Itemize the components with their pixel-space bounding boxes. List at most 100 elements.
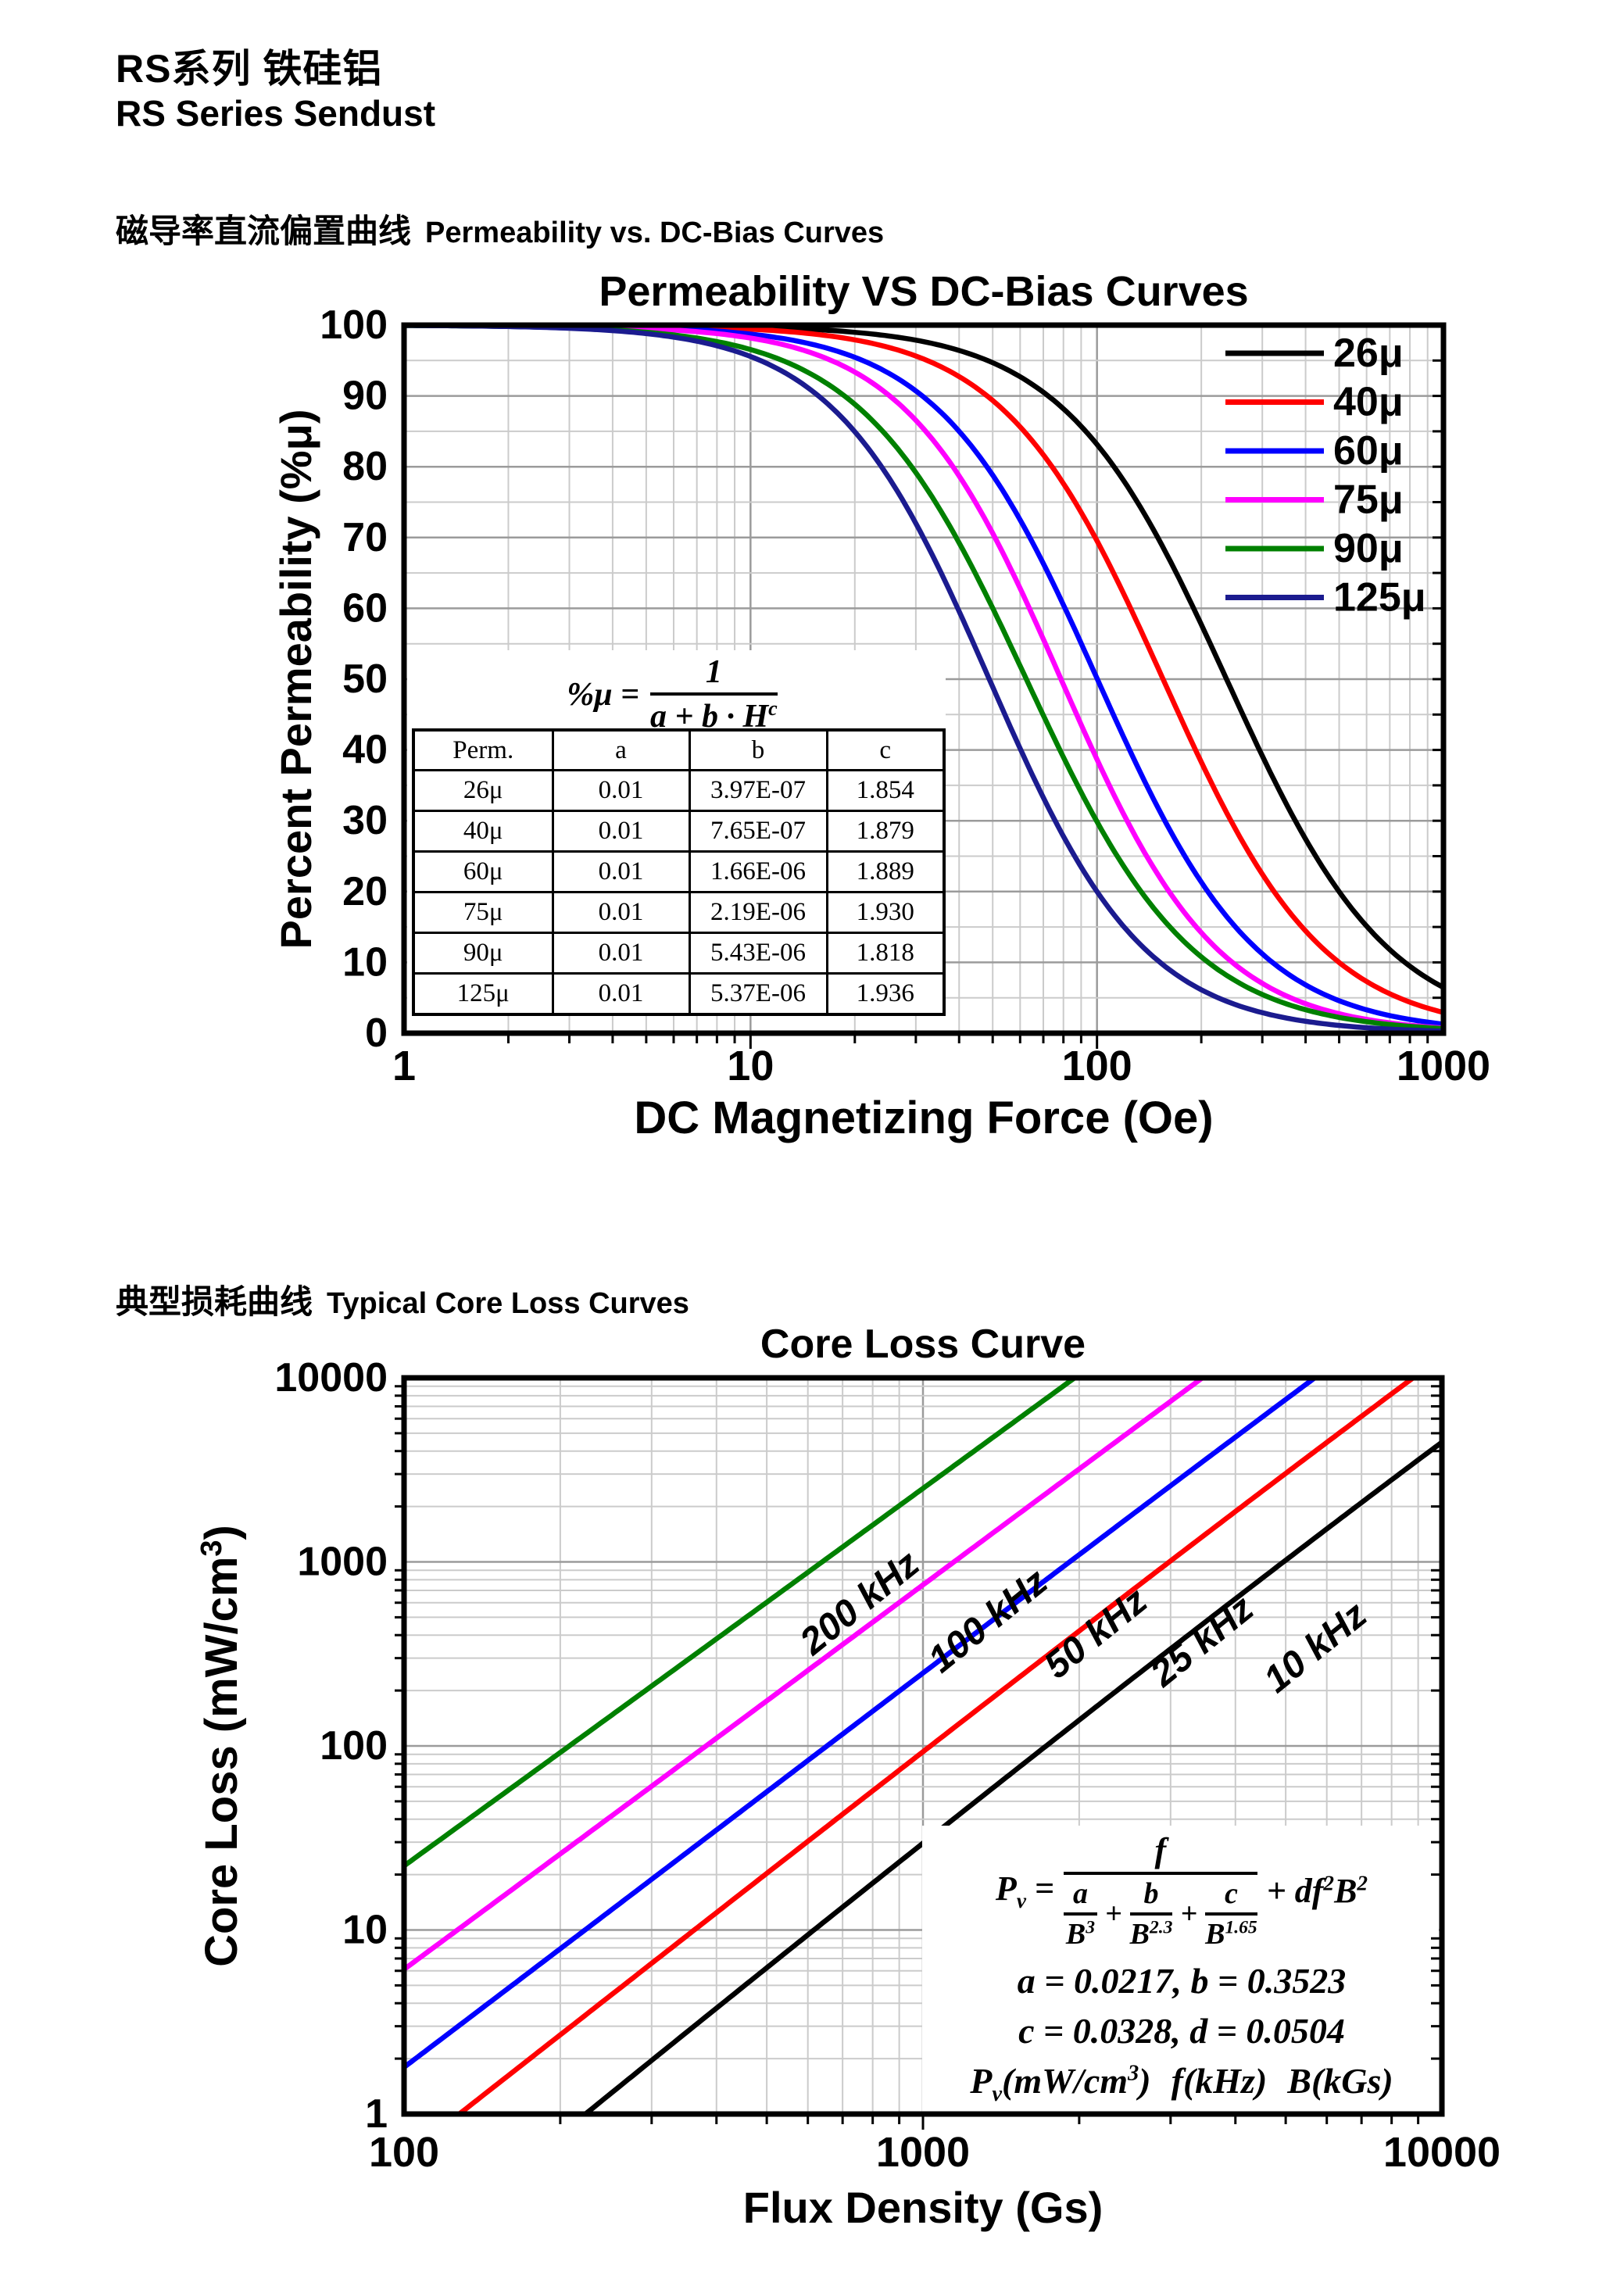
core-loss-xaxis-title: Flux Density (Gs) xyxy=(743,2183,1104,2232)
core-loss-line-label-25kHz: 25 kHz xyxy=(1143,1588,1261,1696)
core-loss-curve-25kHz xyxy=(455,1378,1418,2114)
fit-table-header-cell: a xyxy=(551,728,691,771)
fit-table-cell: 1.854 xyxy=(825,769,946,812)
fit-table-cell: 3.97E-07 xyxy=(688,769,828,812)
core-loss-gridlines xyxy=(404,1378,1442,2114)
doc-title-en: RS Series Sendust xyxy=(116,93,436,134)
core-loss-ytick-1: 1 xyxy=(365,2091,388,2137)
core-loss-formula: Pv = f a B3 + b B2.3 + c B1.65 + df2B2 a = … xyxy=(925,1830,1438,2107)
dc-bias-ytick-60: 60 xyxy=(342,585,388,631)
fit-table-cell: 1.889 xyxy=(825,850,946,893)
section1-heading-en: Permeability vs. DC-Bias Curves xyxy=(425,216,885,249)
dc-bias-formula-fraction: 1 a + b · Hc xyxy=(650,653,778,735)
core-loss-ytick-1000: 1000 xyxy=(297,1540,388,1585)
dc-bias-yaxis-title: Percent Permeability (%μ) xyxy=(271,410,320,950)
dc-bias-curve-125μ xyxy=(404,325,1443,1033)
fit-table-cell: 2.19E-06 xyxy=(688,891,828,934)
fit-table-cell: 1.936 xyxy=(825,972,946,1016)
dc-bias-formula: %μ = 1 a + b · Hc xyxy=(438,653,907,735)
core-loss-formula-denominator: a B3 + b B2.3 + c B1.65 xyxy=(1064,1875,1257,1951)
legend-label-75μ: 75μ xyxy=(1333,478,1404,523)
core-loss-curve-200kHz xyxy=(404,1378,1079,1869)
core-loss-formula-main: Pv = f a B3 + b B2.3 + c B1.65 + df2B2 xyxy=(996,1830,1368,1951)
dc-bias-ytick-20: 20 xyxy=(342,869,388,914)
fit-table-cell: 7.65E-07 xyxy=(688,810,828,853)
core-loss-ytick-100: 100 xyxy=(320,1723,388,1769)
core-loss-line-label-group: 50 kHz xyxy=(1036,1580,1155,1687)
dc-bias-ytick-80: 80 xyxy=(342,444,388,489)
core-loss-formula-tail: + df2B2 xyxy=(1266,1871,1368,1910)
fit-table-row: 26μ 0.01 3.97E-07 1.854 xyxy=(412,769,946,812)
core-loss-xtick-10000: 10000 xyxy=(1383,2129,1501,2176)
core-loss-line-label-10kHz: 10 kHz xyxy=(1256,1594,1375,1701)
section2-heading: 典型损耗曲线 Typical Core Loss Curves xyxy=(116,1275,689,1323)
dc-bias-chart-title: Permeability VS DC-Bias Curves xyxy=(599,268,1249,315)
fit-table-cell: 1.818 xyxy=(825,932,946,975)
core-loss-units: Pv(mW/cm3) f(kHz) B(kGs) xyxy=(970,2060,1393,2106)
fit-table-cell: 0.01 xyxy=(551,850,691,893)
core-loss-axis-ticks xyxy=(395,1385,1442,2130)
fit-table-row: 60μ 0.01 1.66E-06 1.889 xyxy=(412,850,946,893)
fit-table-header-cell: Perm. xyxy=(412,728,554,771)
fit-table-cell: 1.879 xyxy=(825,810,946,853)
core-loss-coefficients-2: c = 0.0328, d = 0.0504 xyxy=(1018,2010,1345,2051)
fit-table-cell: 0.01 xyxy=(551,769,691,812)
fit-table-header-row: Perm. a b c xyxy=(412,728,946,771)
core-loss-curve-50kHz xyxy=(404,1378,1319,2070)
dc-bias-ytick-30: 30 xyxy=(342,798,388,843)
core-loss-xtick-100: 100 xyxy=(369,2129,439,2176)
dc-bias-xtick-10: 10 xyxy=(727,1043,774,1089)
core-loss-axis-labels: 1 10 100 1000 10000 100 1000 10000 Flux Density … xyxy=(195,1355,1501,2232)
doc-title-zh: RS系列 铁硅铝 xyxy=(116,47,383,91)
core-loss-xtick-1000: 1000 xyxy=(876,2129,970,2176)
fit-table-cell: 0.01 xyxy=(551,810,691,853)
dc-bias-ytick-100: 100 xyxy=(320,302,388,348)
section2-heading-zh: 典型损耗曲线 xyxy=(116,1283,313,1320)
dc-bias-xtick-1000: 1000 xyxy=(1397,1043,1490,1089)
dc-bias-xtick-1: 1 xyxy=(392,1043,416,1089)
dc-bias-ytick-0: 0 xyxy=(365,1011,388,1056)
dc-bias-axis-ticks xyxy=(506,359,1443,1049)
core-loss-yaxis-title: Core Loss (mW/cm3) xyxy=(195,1525,247,1967)
core-loss-ytick-10: 10 xyxy=(342,1908,388,1953)
fit-table-header-cell: c xyxy=(825,728,946,771)
fit-table-row: 75μ 0.01 2.19E-06 1.930 xyxy=(412,891,946,934)
legend-label-90μ: 90μ xyxy=(1333,526,1404,571)
fit-table-cell: 5.37E-06 xyxy=(688,972,828,1016)
fit-table-row: 90μ 0.01 5.43E-06 1.818 xyxy=(412,932,946,975)
dc-bias-ytick-10: 10 xyxy=(342,939,388,985)
fit-table-cell: 0.01 xyxy=(551,932,691,975)
fit-table-cell: 1.930 xyxy=(825,891,946,934)
fit-table-cell: 0.01 xyxy=(551,972,691,1016)
dc-bias-ytick-50: 50 xyxy=(342,656,388,702)
dc-bias-ytick-70: 70 xyxy=(342,515,388,560)
core-loss-formula-lhs: Pv = xyxy=(995,1869,1054,1912)
fit-table-cell: 75μ xyxy=(412,891,554,934)
dc-bias-ytick-90: 90 xyxy=(342,374,388,419)
core-loss-formula-numerator: f xyxy=(1064,1830,1257,1875)
fit-table-cell: 1.66E-06 xyxy=(688,850,828,893)
section1-heading: 磁导率直流偏置曲线 Permeability vs. DC-Bias Curves xyxy=(116,205,884,252)
section1-heading-zh: 磁导率直流偏置曲线 xyxy=(116,213,412,249)
fit-table-cell: 125μ xyxy=(412,972,554,1016)
core-loss-coefficients-1: a = 0.0217, b = 0.3523 xyxy=(1017,1960,1347,2001)
fit-parameter-table: Perm. a b c 26μ 0.01 3.97E-07 1.854 40μ 0.01 7.65E… xyxy=(412,728,946,1016)
dc-bias-xaxis-title: DC Magnetizing Force (Oe) xyxy=(634,1093,1213,1143)
core-loss-line-label-group: 10 kHz xyxy=(1256,1594,1375,1701)
fit-table-cell: 90μ xyxy=(412,932,554,975)
dc-bias-formula-lhs: %μ = xyxy=(567,676,640,713)
core-loss-curves xyxy=(404,1378,1442,2114)
fit-table-cell: 40μ xyxy=(412,810,554,853)
legend-label-26μ: 26μ xyxy=(1333,331,1404,376)
fit-table-row: 40μ 0.01 7.65E-07 1.879 xyxy=(412,810,946,853)
dc-bias-formula-den-exp: c xyxy=(768,697,778,720)
core-loss-chart-title: Core Loss Curve xyxy=(760,1322,1086,1367)
dc-bias-xtick-100: 100 xyxy=(1062,1043,1132,1089)
core-loss-line-label-group: 25 kHz xyxy=(1143,1588,1261,1696)
fit-table-cell: 26μ xyxy=(412,769,554,812)
core-loss-ytick-10000: 10000 xyxy=(274,1355,388,1400)
dc-bias-formula-numerator: 1 xyxy=(650,653,778,696)
